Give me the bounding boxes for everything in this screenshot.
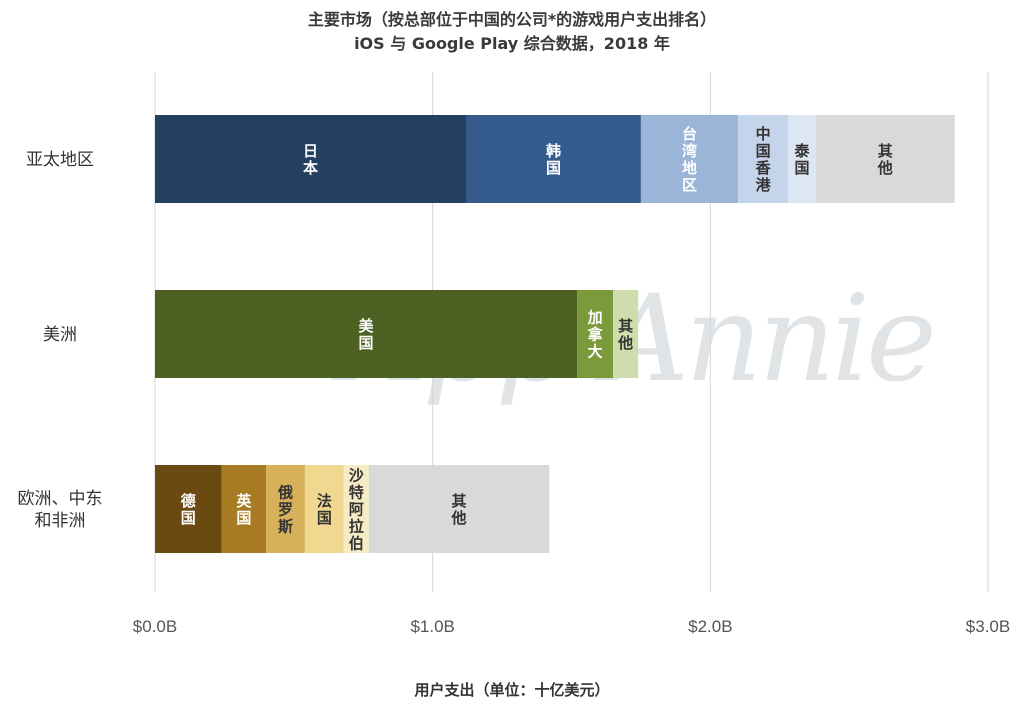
x-tick-label: $0.0B [133, 617, 177, 636]
x-tick-label: $2.0B [688, 617, 732, 636]
chart-title: 主要市场（按总部位于中国的公司*的游戏用户支出排名） [307, 10, 717, 29]
segment-label: 泰国 [793, 142, 810, 177]
segment-label: 其他 [877, 142, 893, 177]
bar-segment [343, 465, 369, 553]
bar-segment [155, 115, 466, 203]
segment-label: 台湾地区 [682, 125, 697, 194]
bar-segment [640, 115, 739, 203]
bar-segment [577, 290, 614, 378]
x-tick-label: $1.0B [410, 617, 454, 636]
x-tick-label: $3.0B [966, 617, 1010, 636]
bar-segment [155, 290, 578, 378]
segment-label: 韩国 [546, 142, 561, 177]
bar-segment [266, 465, 305, 553]
bar-segment [221, 465, 267, 553]
bar-segment [155, 465, 222, 553]
bar-segment [304, 465, 344, 553]
segment-label: 俄罗斯 [277, 484, 293, 536]
bar-segment [465, 115, 641, 203]
segment-label: 德国 [181, 492, 196, 527]
segment-label: 加拿大 [587, 309, 604, 361]
category-label: 亚太地区 [26, 150, 94, 170]
bar-segment [788, 115, 816, 203]
chart-subtitle: iOS 与 Google Play 综合数据，2018 年 [354, 34, 670, 53]
segment-label: 英国 [236, 492, 252, 527]
segment-label: 日本 [303, 142, 318, 177]
segment-label: 中国香港 [756, 125, 772, 194]
bar-segment [738, 115, 789, 203]
x-axis-label: 用户支出（单位：十亿美元） [414, 681, 610, 699]
category-label: 美洲 [43, 325, 77, 345]
bar-segment [368, 465, 550, 553]
segment-label: 法国 [317, 492, 332, 527]
segment-label: 美国 [359, 317, 375, 352]
category-label: 欧洲、中东和非洲 [18, 489, 103, 531]
segment-label: 其他 [451, 492, 467, 527]
segment-label: 其他 [617, 317, 633, 352]
bar-segment [815, 115, 955, 203]
bar-segment [613, 290, 639, 378]
segment-label: 沙特阿拉伯 [349, 467, 364, 553]
